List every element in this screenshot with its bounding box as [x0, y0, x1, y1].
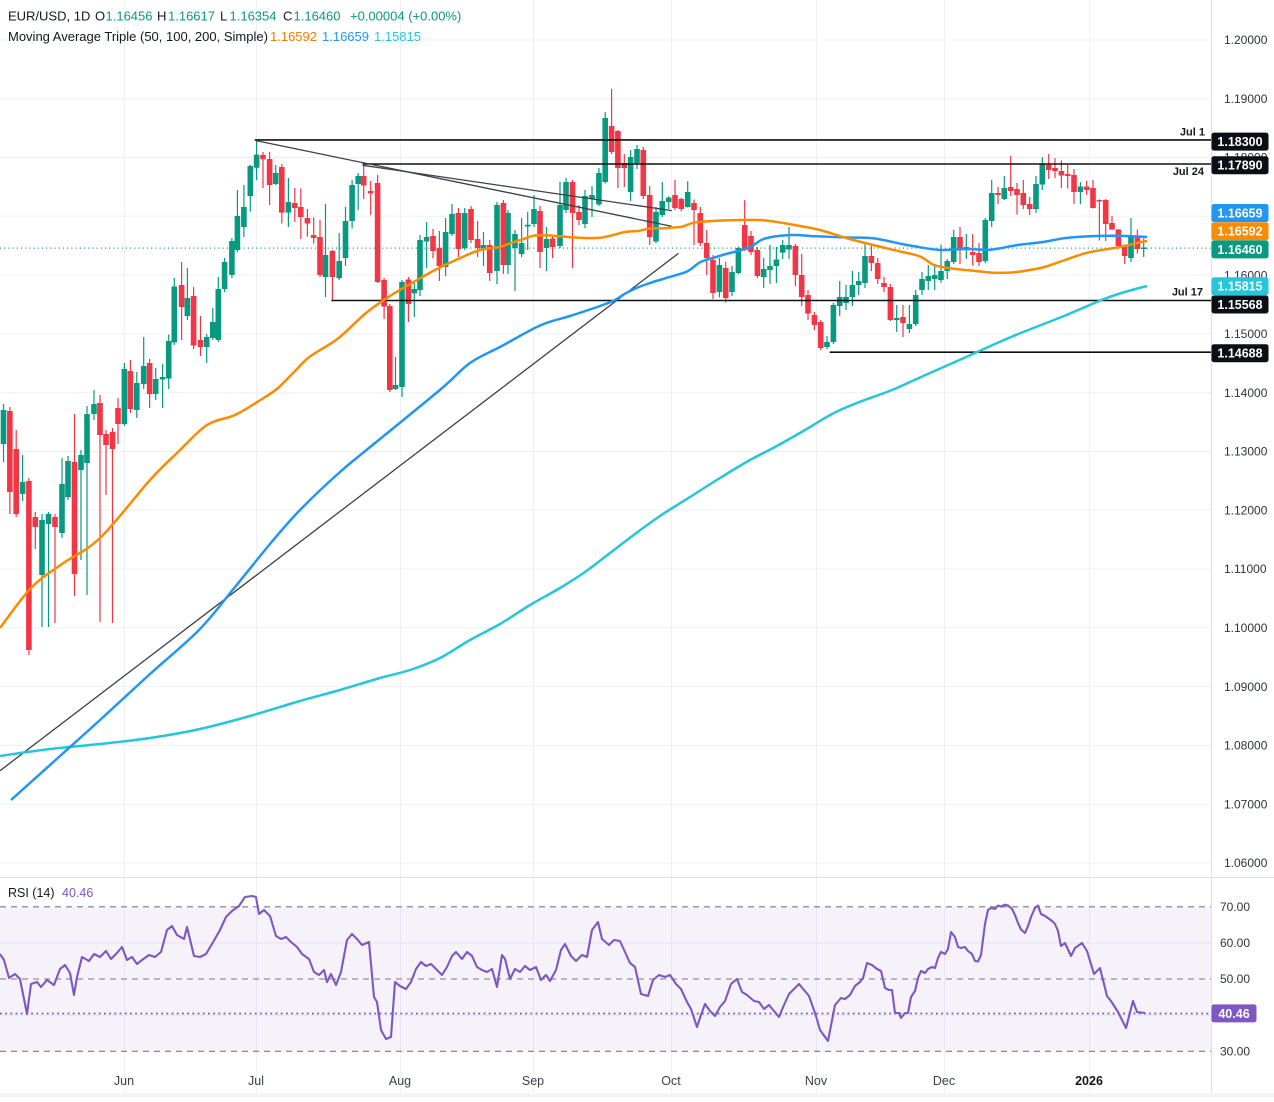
- svg-text:Jul 17: Jul 17: [1172, 287, 1203, 299]
- svg-text:1.12000: 1.12000: [1224, 504, 1268, 518]
- svg-text:1.15568: 1.15568: [1217, 298, 1262, 312]
- svg-text:Jul: Jul: [248, 1074, 264, 1088]
- svg-text:1.16456: 1.16456: [106, 9, 153, 24]
- svg-text:1.16460: 1.16460: [1217, 243, 1262, 257]
- svg-text:1.16659: 1.16659: [1217, 206, 1262, 220]
- svg-text:1.16659: 1.16659: [322, 29, 369, 44]
- svg-text:1.16354: 1.16354: [230, 9, 277, 24]
- svg-text:1.18300: 1.18300: [1217, 135, 1262, 149]
- svg-text:Sep: Sep: [522, 1074, 544, 1088]
- svg-text:1.15815: 1.15815: [1217, 280, 1262, 294]
- svg-text:Jul 24: Jul 24: [1173, 166, 1205, 178]
- svg-text:Moving Average Triple (50, 100: Moving Average Triple (50, 100, 200, Sim…: [8, 29, 268, 44]
- svg-text:RSI (14): RSI (14): [8, 886, 55, 900]
- svg-text:1.16592: 1.16592: [270, 29, 317, 44]
- svg-text:1.07000: 1.07000: [1224, 797, 1268, 811]
- svg-text:1.20000: 1.20000: [1224, 33, 1268, 47]
- svg-text:Aug: Aug: [389, 1074, 411, 1088]
- svg-text:1.16592: 1.16592: [1217, 225, 1262, 239]
- svg-text:1.14000: 1.14000: [1224, 386, 1268, 400]
- svg-text:40.46: 40.46: [1218, 1007, 1249, 1021]
- svg-text:+0.00004 (+0.00%): +0.00004 (+0.00%): [350, 9, 461, 24]
- svg-text:L: L: [220, 9, 227, 24]
- svg-text:1.15815: 1.15815: [374, 29, 421, 44]
- svg-text:O: O: [95, 9, 105, 24]
- svg-text:30.00: 30.00: [1220, 1045, 1250, 1059]
- svg-text:C: C: [283, 9, 292, 24]
- svg-text:60.00: 60.00: [1220, 936, 1250, 950]
- svg-text:70.00: 70.00: [1220, 900, 1250, 914]
- svg-text:1.17890: 1.17890: [1217, 159, 1262, 173]
- svg-text:Nov: Nov: [805, 1074, 828, 1088]
- svg-text:Jun: Jun: [114, 1074, 134, 1088]
- svg-text:40.46: 40.46: [62, 886, 93, 900]
- svg-text:2026: 2026: [1075, 1074, 1103, 1088]
- svg-text:50.00: 50.00: [1220, 972, 1250, 986]
- svg-text:EUR/USD, 1D: EUR/USD, 1D: [8, 9, 90, 24]
- svg-text:1.15000: 1.15000: [1224, 327, 1268, 341]
- svg-text:1.08000: 1.08000: [1224, 739, 1268, 753]
- svg-text:1.10000: 1.10000: [1224, 621, 1268, 635]
- svg-text:1.19000: 1.19000: [1224, 92, 1268, 106]
- svg-text:Oct: Oct: [661, 1074, 681, 1088]
- svg-text:Dec: Dec: [933, 1074, 955, 1088]
- svg-text:H: H: [157, 9, 166, 24]
- svg-text:1.14688: 1.14688: [1217, 347, 1262, 361]
- svg-text:Jul 1: Jul 1: [1180, 126, 1205, 138]
- svg-text:1.16460: 1.16460: [294, 9, 341, 24]
- svg-text:1.11000: 1.11000: [1224, 562, 1267, 576]
- svg-text:1.09000: 1.09000: [1224, 680, 1268, 694]
- svg-text:1.06000: 1.06000: [1224, 856, 1268, 870]
- svg-text:1.16617: 1.16617: [168, 9, 215, 24]
- svg-text:1.13000: 1.13000: [1224, 445, 1268, 459]
